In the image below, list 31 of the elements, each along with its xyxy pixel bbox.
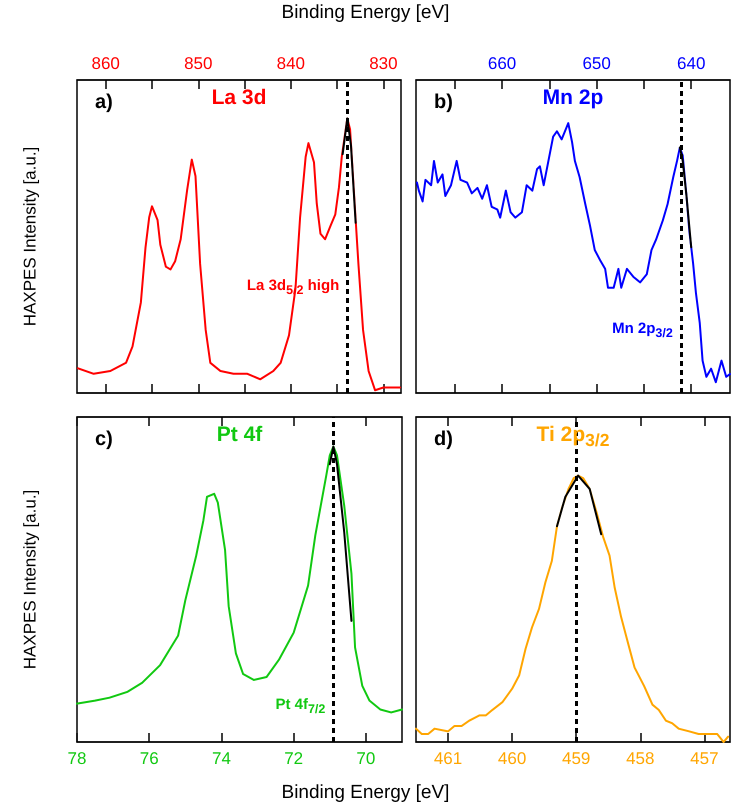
chart-title: Mn 2p (542, 86, 604, 110)
x-tick-label: 850 (184, 54, 212, 73)
x-tick-label: 458 (626, 749, 654, 768)
x-axis-title: Binding Energy [eV] (280, 2, 450, 24)
x-axis-title: Binding Energy [eV] (280, 782, 450, 804)
text: b) (434, 91, 453, 113)
x-tick-label: 72 (284, 749, 304, 768)
annotation: c) (95, 428, 113, 450)
x-tick-label: 860 (92, 54, 120, 73)
x-tick-label: 660 (488, 54, 516, 73)
x-tick-label: 459 (562, 749, 590, 768)
x-tick-label: 840 (276, 54, 306, 73)
x-tick-label: 640 (677, 54, 706, 73)
chart-title: La 3d (212, 86, 266, 110)
y-axis-title: HAXPES Intensity [a.u.] (20, 146, 40, 326)
x-tick-label: 74 (212, 749, 231, 768)
x-tick-label: 76 (140, 749, 159, 768)
x-tick-label: 650 (582, 54, 611, 73)
text: a) (95, 91, 113, 113)
chart-title: Ti 2p$_{3/2}$ (536, 423, 610, 452)
x-tick-label: 460 (498, 749, 526, 768)
x-tick-label: 830 (369, 54, 398, 73)
y-axis-title: HAXPES Intensity [a.u.] (20, 490, 40, 670)
text: d) (434, 428, 453, 450)
ref-line-label: Mn 2p$_{3/2}$ (612, 320, 673, 340)
x-tick-label: 78 (68, 749, 86, 768)
x-tick-label: 457 (690, 749, 719, 768)
ref-line-label: Pt 4f$_{7/2}$ (275, 696, 326, 716)
chart-title: Pt 4f (216, 423, 262, 447)
x-tick-label: 461 (434, 749, 462, 768)
x-tick-label: 70 (356, 749, 376, 768)
